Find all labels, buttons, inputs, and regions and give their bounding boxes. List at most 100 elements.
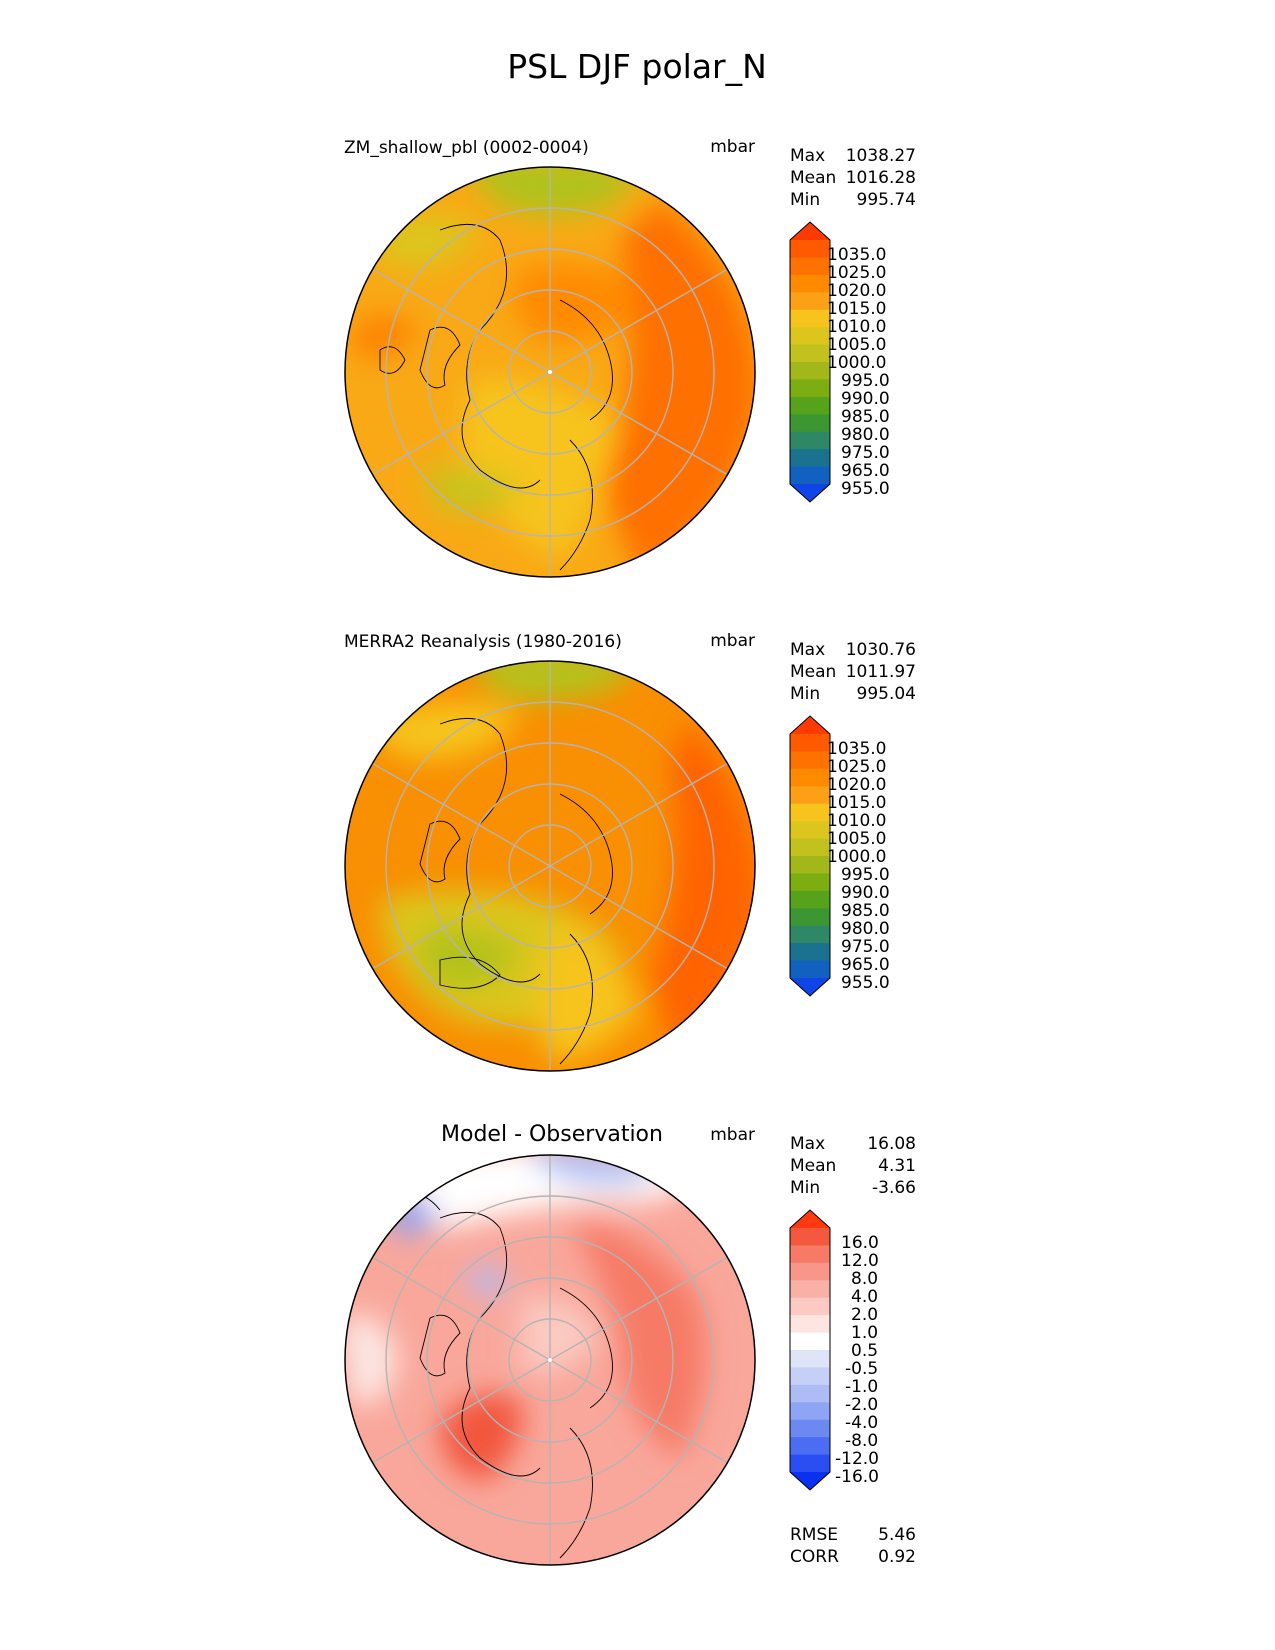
metric-value: 5.46 [878,1525,916,1545]
metrics-block: RMSE 5.46 CORR 0.92 [790,1525,916,1567]
colorbar-step [790,803,830,822]
colorbar-label: 1035.0 [827,245,886,265]
colorbar-label: 2.0 [851,1305,878,1325]
graticule [371,661,729,1071]
stat-label: Mean [790,1156,836,1176]
colorbar-step [790,1402,830,1421]
colorbar-label: 975.0 [841,937,890,957]
map-frame [344,166,756,578]
colorbar-extend-min [790,1472,830,1490]
colorbar-label: 1.0 [851,1323,878,1343]
colorbar-label: 985.0 [841,407,890,427]
colorbar-step [790,943,830,962]
colorbar-step [790,734,830,752]
colorbar-label: 1025.0 [827,263,886,283]
colorbar-label: -16.0 [835,1467,879,1487]
colorbar-step [790,327,830,346]
field-low-south [420,467,520,513]
colorbar-outline [789,221,831,503]
stats-block: Max 16.08 Mean 4.31 Min -3.66 [790,1134,916,1198]
stat-label: Min [790,1178,820,1198]
colorbar-step [790,751,830,770]
colorbar-step [790,925,830,944]
field-mid-south [537,920,640,1060]
colorbar-step [790,1384,830,1403]
stat-value: 995.74 [857,190,916,210]
stat-value: 4.31 [878,1156,916,1176]
pole-marker [548,1358,552,1362]
colorbar-extend-max [790,1210,830,1228]
colorbar-label: 1015.0 [827,793,886,813]
stat-value: 1011.97 [846,662,916,682]
field-blue-central [470,1267,510,1294]
colorbar-outline [789,1209,831,1491]
colorbar-step [790,890,830,909]
stat-value: 1030.76 [846,640,916,660]
colorbar-label: 990.0 [841,389,890,409]
stat-value: 1038.27 [846,146,916,166]
colorbar-step [790,960,830,979]
metric-label: RMSE [790,1525,838,1545]
stat-value: -3.66 [872,1178,916,1198]
colorbar-extend-min [790,484,830,502]
field-red-strong [440,1393,522,1480]
coastlines [379,223,613,571]
colorbar-extend-max [790,222,830,240]
stat-label: Min [790,684,820,704]
colorbar-extend-min [790,978,830,996]
field-high-east [600,200,755,577]
colorbar-label: -0.5 [845,1359,878,1379]
panel-title: ZM_shallow_pbl (0002-0004) [344,138,589,158]
colorbar-step [790,1228,830,1246]
colorbar-step [790,1437,830,1456]
colorbar-label: 1005.0 [827,335,886,355]
units-label: mbar [710,1125,755,1145]
colorbar-label: -12.0 [835,1449,879,1469]
panel-title: Model - Observation [441,1122,663,1147]
colorbar-label: 995.0 [841,865,890,885]
field-red-east [570,1220,707,1460]
colorbar-label: 4.0 [851,1287,878,1307]
colorbar-step [790,1419,830,1438]
field-mid-center [460,378,620,560]
polar-map [345,167,755,577]
field-pink-west [345,1315,400,1405]
stat-value: 16.08 [867,1134,916,1154]
colorbar: 1035.0 1025.0 1020.0 1015.0 1010.0 1005.… [789,715,890,997]
panel-model: ZM_shallow_pbl (0002-0004) mbar Max 1038… [344,137,916,578]
units-label: mbar [710,137,755,157]
colorbar-step [790,1350,830,1368]
colorbar-step [790,821,830,840]
colorbar-step [790,768,830,787]
stats-block: Max 1038.27 Mean 1016.28 Min 995.74 [790,146,916,210]
colorbar-label: 965.0 [841,461,890,481]
colorbar-label: -2.0 [845,1395,878,1415]
colorbar-label: 1015.0 [827,299,886,319]
polar-map [345,661,755,1071]
colorbar-step [790,396,830,415]
colorbar-step [790,873,830,892]
colorbar-label: 8.0 [851,1269,878,1289]
colorbar-label: 1020.0 [827,775,886,795]
units-label: mbar [710,631,755,651]
stat-label: Max [790,1134,825,1154]
panel-title: MERRA2 Reanalysis (1980-2016) [344,632,622,652]
colorbar-step [790,856,830,874]
colorbar-step [790,257,830,276]
panel-observation: MERRA2 Reanalysis (1980-2016) mbar Max 1… [344,631,916,1072]
coastlines [419,717,613,1065]
colorbar-label: 1010.0 [827,317,886,337]
field-high-southwest [350,315,420,360]
colorbar-label: 1005.0 [827,829,886,849]
map-frame [344,1154,756,1566]
colorbar-step [790,292,830,311]
stat-label: Mean [790,662,836,682]
colorbar-step [790,431,830,450]
stats-block: Max 1030.76 Mean 1011.97 Min 995.04 [790,640,916,704]
colorbar-label: 1000.0 [827,353,886,373]
colorbar-extend-max [790,716,830,734]
colorbar-step [790,1367,830,1386]
colorbar-step [790,466,830,485]
colorbar-label: 955.0 [841,973,890,993]
